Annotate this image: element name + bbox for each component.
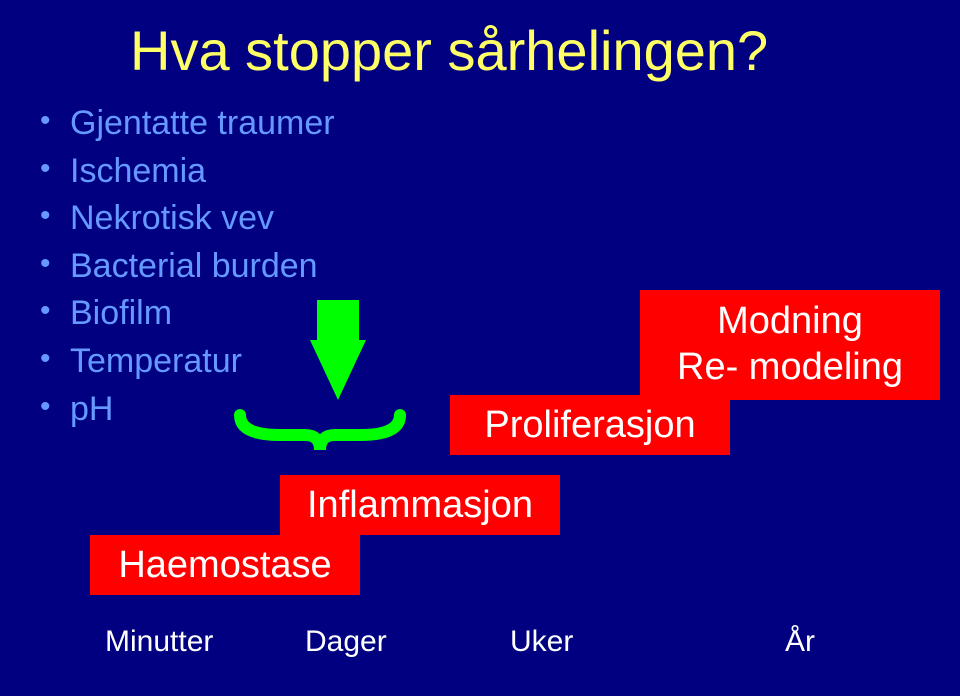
timeline-ar: År xyxy=(785,625,815,659)
healing-stages-diagram: Modning Re- modeling Proliferasjon Infla… xyxy=(0,240,960,660)
bullet-item: Gjentatte traumer xyxy=(30,100,335,148)
page-title: Hva stopper sårhelingen? xyxy=(130,18,768,83)
stage-modning: Modning Re- modeling xyxy=(640,290,940,400)
timeline-minutter: Minutter xyxy=(105,625,213,659)
stage-inflammasjon: Inflammasjon xyxy=(280,475,560,535)
timeline-uker: Uker xyxy=(510,625,573,659)
brace-icon xyxy=(230,405,410,465)
timeline-dager: Dager xyxy=(305,625,387,659)
bullet-item: Ischemia xyxy=(30,148,335,196)
stage-proliferasjon: Proliferasjon xyxy=(450,395,730,455)
stage-haemostase: Haemostase xyxy=(90,535,360,595)
modning-label-1: Modning xyxy=(717,299,863,345)
modning-label-2: Re- modeling xyxy=(677,345,903,391)
bullet-item: Nekrotisk vev xyxy=(30,195,335,243)
